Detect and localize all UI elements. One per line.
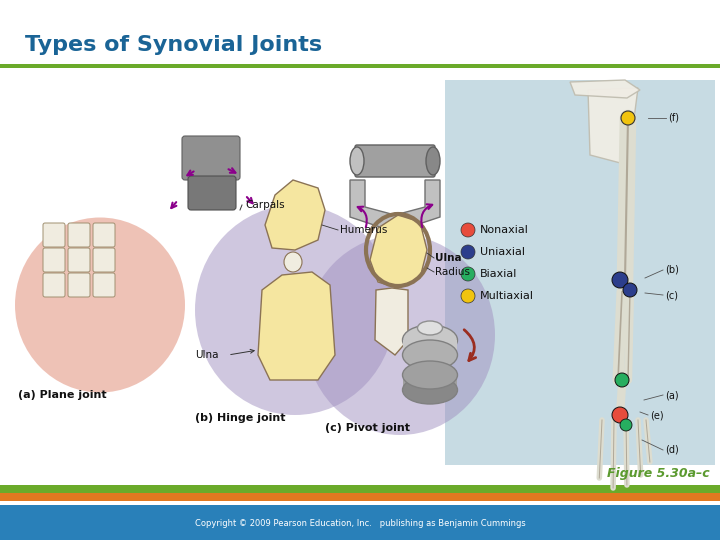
Bar bbox=[0, 64, 720, 68]
Bar bbox=[0, 485, 720, 493]
Circle shape bbox=[620, 419, 632, 431]
Bar bbox=[403, 375, 457, 390]
Ellipse shape bbox=[350, 147, 364, 175]
Text: (f): (f) bbox=[668, 113, 679, 123]
Text: Ulna: Ulna bbox=[435, 253, 462, 263]
Circle shape bbox=[623, 283, 637, 297]
Bar bbox=[403, 340, 457, 355]
Ellipse shape bbox=[402, 361, 457, 389]
Polygon shape bbox=[370, 215, 427, 288]
Text: (e): (e) bbox=[650, 410, 664, 420]
Text: Biaxial: Biaxial bbox=[480, 269, 518, 279]
Text: Figure 5.30a–c: Figure 5.30a–c bbox=[608, 467, 710, 480]
Circle shape bbox=[461, 289, 475, 303]
Polygon shape bbox=[258, 272, 335, 380]
Text: (d): (d) bbox=[665, 445, 679, 455]
Text: (a): (a) bbox=[665, 390, 679, 400]
Circle shape bbox=[612, 272, 628, 288]
FancyBboxPatch shape bbox=[43, 273, 65, 297]
Polygon shape bbox=[350, 180, 440, 227]
Ellipse shape bbox=[426, 147, 440, 175]
Ellipse shape bbox=[15, 218, 185, 393]
Circle shape bbox=[461, 245, 475, 259]
Ellipse shape bbox=[402, 325, 457, 355]
Ellipse shape bbox=[284, 252, 302, 272]
Text: (b) Hinge joint: (b) Hinge joint bbox=[195, 413, 286, 423]
Ellipse shape bbox=[195, 205, 395, 415]
FancyBboxPatch shape bbox=[355, 145, 435, 177]
Circle shape bbox=[461, 267, 475, 281]
Circle shape bbox=[615, 373, 629, 387]
FancyBboxPatch shape bbox=[93, 223, 115, 247]
Ellipse shape bbox=[305, 235, 495, 435]
Text: Uniaxial: Uniaxial bbox=[480, 247, 525, 257]
Circle shape bbox=[621, 111, 635, 125]
Text: (b): (b) bbox=[665, 265, 679, 275]
Circle shape bbox=[461, 223, 475, 237]
Text: (a) Plane joint: (a) Plane joint bbox=[18, 390, 107, 400]
Text: (c): (c) bbox=[665, 290, 678, 300]
Text: Ulna: Ulna bbox=[195, 350, 218, 360]
FancyBboxPatch shape bbox=[43, 248, 65, 272]
Bar bbox=[445, 80, 715, 465]
FancyBboxPatch shape bbox=[93, 273, 115, 297]
Text: Radius: Radius bbox=[435, 267, 470, 277]
Polygon shape bbox=[375, 288, 408, 355]
FancyBboxPatch shape bbox=[93, 248, 115, 272]
FancyBboxPatch shape bbox=[68, 248, 90, 272]
Bar bbox=[0, 505, 720, 540]
Text: Multiaxial: Multiaxial bbox=[480, 291, 534, 301]
FancyBboxPatch shape bbox=[43, 223, 65, 247]
Ellipse shape bbox=[402, 340, 457, 370]
Polygon shape bbox=[570, 80, 640, 98]
Text: (c) Pivot joint: (c) Pivot joint bbox=[325, 423, 410, 433]
FancyBboxPatch shape bbox=[68, 273, 90, 297]
Text: Carpals: Carpals bbox=[245, 200, 284, 210]
Text: Types of Synovial Joints: Types of Synovial Joints bbox=[25, 35, 322, 55]
Circle shape bbox=[612, 407, 628, 423]
Text: Humerus: Humerus bbox=[340, 225, 387, 235]
Bar bbox=[0, 501, 720, 505]
Bar bbox=[0, 493, 720, 501]
Ellipse shape bbox=[402, 376, 457, 404]
Text: Nonaxial: Nonaxial bbox=[480, 225, 529, 235]
Polygon shape bbox=[265, 180, 325, 250]
Ellipse shape bbox=[418, 321, 443, 335]
FancyBboxPatch shape bbox=[182, 136, 240, 180]
FancyBboxPatch shape bbox=[188, 176, 236, 210]
FancyBboxPatch shape bbox=[68, 223, 90, 247]
Text: Copyright © 2009 Pearson Education, Inc.   publishing as Benjamin Cummings: Copyright © 2009 Pearson Education, Inc.… bbox=[194, 518, 526, 528]
Polygon shape bbox=[588, 88, 638, 165]
